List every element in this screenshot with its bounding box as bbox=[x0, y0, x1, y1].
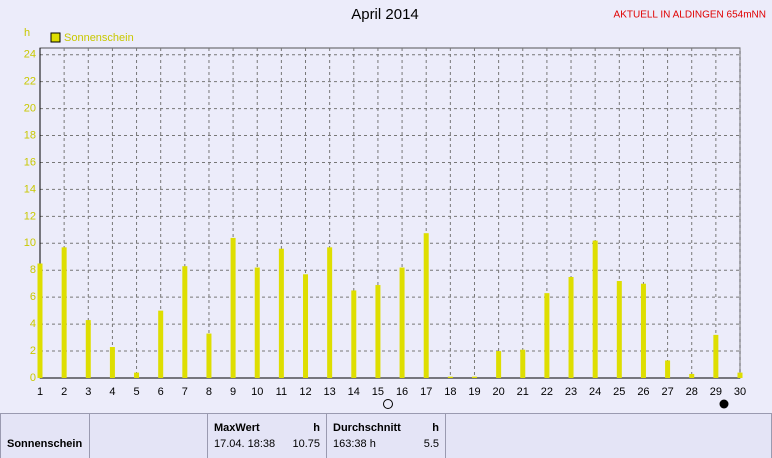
bar bbox=[351, 290, 357, 378]
max-cell: MaxWert h 17.04. 18:38 10.75 bbox=[207, 413, 327, 458]
bar bbox=[375, 285, 381, 378]
bar bbox=[423, 233, 429, 378]
bar bbox=[592, 240, 598, 378]
header: Durchschnitt bbox=[333, 422, 401, 434]
legend-label: Sonnenschein bbox=[64, 32, 134, 44]
x-tick-label: 6 bbox=[158, 386, 164, 398]
y-tick-label: 24 bbox=[24, 49, 36, 61]
bar bbox=[665, 360, 671, 378]
unit: h bbox=[432, 422, 439, 434]
bar bbox=[496, 351, 502, 378]
chart: April 2014 AKTUELL IN ALDINGEN 654mNN h … bbox=[24, 6, 766, 409]
value: 5.5 bbox=[423, 438, 439, 450]
x-tick-label: 27 bbox=[661, 386, 673, 398]
x-tick-label: 26 bbox=[637, 386, 649, 398]
x-tick-label: 3 bbox=[85, 386, 91, 398]
y-tick-label: 18 bbox=[24, 129, 36, 141]
y-tick-label: 14 bbox=[24, 183, 36, 195]
subtitle: AKTUELL IN ALDINGEN 654mNN bbox=[614, 10, 766, 21]
x-tick-label: 28 bbox=[686, 386, 698, 398]
legend-swatch bbox=[50, 32, 61, 43]
x-tick-label: 5 bbox=[133, 386, 139, 398]
x-tick-label: 16 bbox=[396, 386, 408, 398]
unit: h bbox=[313, 422, 320, 434]
x-tick-label: 8 bbox=[206, 386, 212, 398]
avg-cell: Durchschnitt h 163:38 h 5.5 bbox=[326, 413, 446, 458]
y-tick-label: 6 bbox=[30, 291, 36, 303]
y-axis-label: h bbox=[24, 27, 30, 39]
y-tick-label: 22 bbox=[24, 76, 36, 88]
bar bbox=[689, 373, 695, 378]
x-tick-label: 20 bbox=[492, 386, 504, 398]
moon-icon bbox=[383, 399, 393, 409]
plot-area bbox=[39, 47, 741, 379]
bar bbox=[399, 267, 405, 378]
bar bbox=[206, 333, 212, 378]
bar bbox=[85, 320, 91, 378]
header: MaxWert bbox=[214, 422, 260, 434]
bar bbox=[544, 293, 550, 378]
y-tick-label: 8 bbox=[30, 264, 36, 276]
y-tick-label: 0 bbox=[30, 372, 36, 384]
x-tick-label: 12 bbox=[299, 386, 311, 398]
bar bbox=[713, 334, 719, 378]
bar bbox=[447, 376, 453, 378]
total: 163:38 h bbox=[333, 438, 376, 450]
time: 17.04. 18:38 bbox=[214, 438, 276, 450]
bar bbox=[278, 248, 284, 378]
bar bbox=[182, 266, 188, 378]
x-tick-label: 15 bbox=[372, 386, 384, 398]
x-tick-label: 21 bbox=[517, 386, 529, 398]
x-tick-label: 23 bbox=[565, 386, 577, 398]
bar bbox=[61, 247, 67, 378]
bar bbox=[568, 276, 574, 378]
x-tick-label: 4 bbox=[109, 386, 115, 398]
chart-title: April 2014 bbox=[351, 6, 419, 23]
bar bbox=[158, 310, 164, 378]
x-tick-label: 10 bbox=[251, 386, 263, 398]
y-tick-label: 16 bbox=[24, 156, 36, 168]
x-tick-label: 1 bbox=[37, 386, 43, 398]
x-tick-label: 7 bbox=[182, 386, 188, 398]
x-tick-label: 30 bbox=[734, 386, 746, 398]
bar bbox=[471, 376, 477, 378]
row-label: Sonnenschein bbox=[0, 413, 90, 458]
y-tick-label: 2 bbox=[30, 345, 36, 357]
y-tick-label: 10 bbox=[24, 237, 36, 249]
bar bbox=[254, 267, 260, 378]
bar bbox=[303, 274, 309, 378]
y-tick-label: 4 bbox=[30, 318, 36, 330]
x-tick-label: 18 bbox=[444, 386, 456, 398]
bar bbox=[737, 372, 743, 378]
y-tick-label: 12 bbox=[24, 210, 36, 222]
summary-table: Sonnenschein MaxWert h 17.04. 18:38 10.75 … bbox=[0, 413, 772, 458]
x-tick-label: 17 bbox=[420, 386, 432, 398]
value: 10.75 bbox=[292, 438, 320, 450]
x-tick-label: 25 bbox=[613, 386, 625, 398]
x-tick-label: 29 bbox=[710, 386, 722, 398]
bar bbox=[520, 349, 526, 378]
x-tick-label: 24 bbox=[589, 386, 601, 398]
y-tick-label: 20 bbox=[24, 103, 36, 115]
x-tick-label: 19 bbox=[468, 386, 480, 398]
bar bbox=[109, 347, 115, 378]
x-tick-label: 9 bbox=[230, 386, 236, 398]
bar bbox=[616, 281, 622, 378]
bar bbox=[230, 237, 236, 378]
x-tick-label: 13 bbox=[324, 386, 336, 398]
x-tick-label: 14 bbox=[348, 386, 360, 398]
bar bbox=[327, 247, 333, 378]
x-tick-label: 11 bbox=[276, 386, 287, 398]
bar bbox=[37, 263, 43, 378]
moon-icon bbox=[719, 399, 729, 409]
x-tick-label: 22 bbox=[541, 386, 553, 398]
x-tick-label: 2 bbox=[61, 386, 67, 398]
bar bbox=[640, 283, 646, 378]
bar bbox=[134, 372, 140, 378]
